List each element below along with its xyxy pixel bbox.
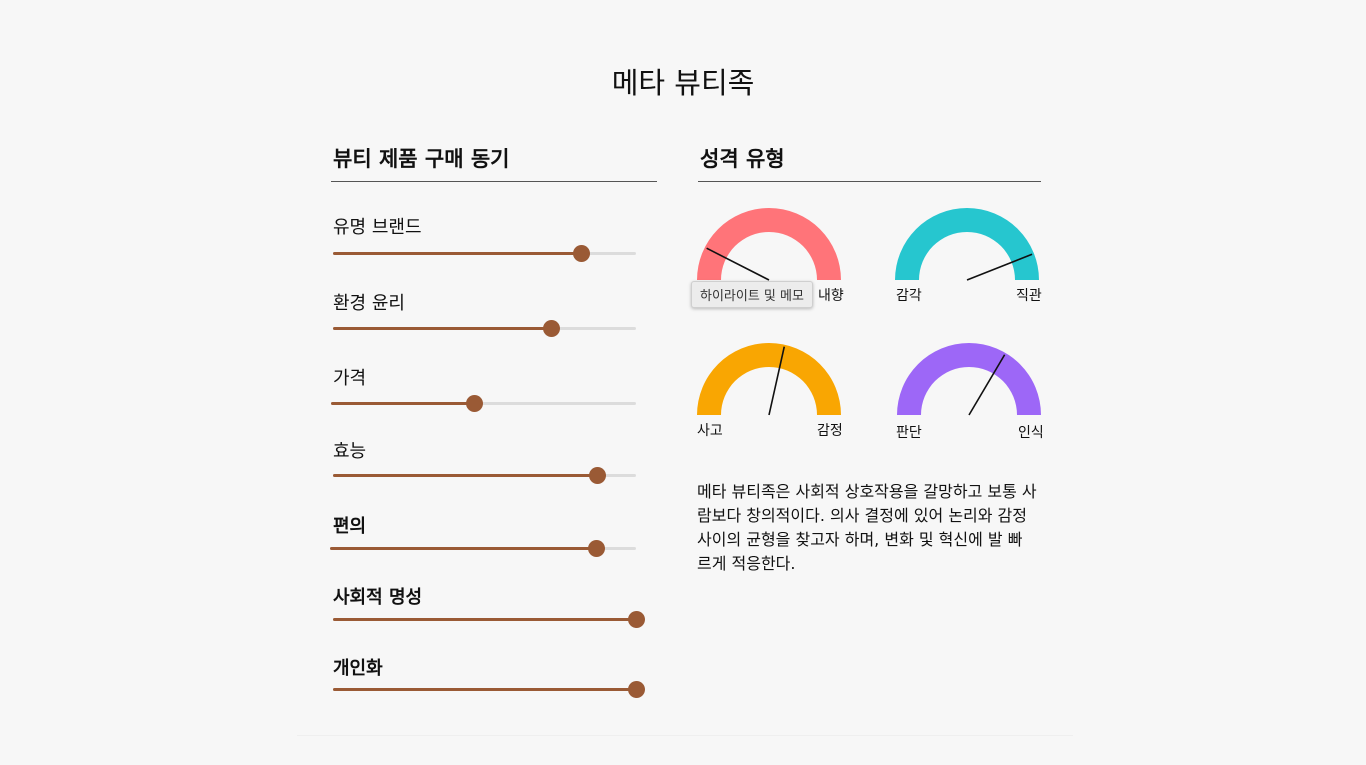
- gauge-introversion: [697, 208, 841, 281]
- gauge-arc: [697, 208, 841, 280]
- slider-fill: [333, 618, 636, 621]
- gauge-right-label: 인식: [1018, 425, 1044, 441]
- gauge-intuition: [895, 208, 1039, 281]
- gauge-needle: [966, 253, 1033, 281]
- motives-divider: [331, 181, 657, 182]
- slider-label: 환경 윤리: [333, 293, 405, 314]
- slider-personalization[interactable]: [333, 681, 645, 698]
- gauge-right-label: 직관: [1016, 288, 1042, 304]
- gauge-feeling: [697, 343, 841, 416]
- gauge-needle: [968, 354, 1006, 416]
- slider-thumb[interactable]: [543, 320, 561, 337]
- gauge-left-label: 판단: [896, 425, 922, 441]
- slider-environment[interactable]: [333, 320, 636, 337]
- personality-heading: 성격 유형: [700, 147, 785, 171]
- gauge-left-label: 감각: [896, 288, 922, 304]
- slider-thumb[interactable]: [573, 245, 591, 262]
- motives-heading: 뷰티 제품 구매 동기: [333, 147, 510, 171]
- gauge-perceiving: [897, 343, 1041, 416]
- footer-divider: [297, 735, 1073, 736]
- slider-thumb[interactable]: [628, 681, 645, 698]
- slider-fill: [333, 474, 597, 477]
- persona-description: 메타 뷰티족은 사회적 상호작용을 갈망하고 보통 사람보다 창의적이다. 의사…: [697, 482, 1037, 573]
- slider-fill: [330, 547, 597, 550]
- gauge-left-label: 사고: [697, 423, 723, 439]
- gauge-arc: [895, 208, 1039, 280]
- slider-fill: [331, 402, 475, 405]
- gauge-arc: [697, 343, 841, 415]
- slider-label: 효능: [333, 441, 367, 462]
- slider-label: 가격: [333, 368, 367, 389]
- page-title: 메타 뷰티족: [611, 66, 755, 100]
- slider-thumb[interactable]: [466, 395, 484, 412]
- slider-fill: [333, 327, 552, 330]
- slider-label: 편의: [333, 516, 367, 537]
- slider-efficacy[interactable]: [333, 467, 636, 484]
- slider-social-reputation[interactable]: [333, 611, 645, 628]
- gauge-arc: [897, 343, 1041, 415]
- slider-thumb[interactable]: [588, 467, 606, 484]
- gauge-right-label: 내향: [818, 288, 844, 304]
- slider-price[interactable]: [331, 395, 636, 412]
- gauge-needle: [768, 346, 786, 416]
- slider-fill: [333, 252, 582, 255]
- gauge-right-label: 감정: [817, 423, 843, 439]
- slider-fill: [333, 688, 636, 691]
- slider-brand[interactable]: [333, 245, 636, 262]
- personality-divider: [698, 181, 1041, 182]
- slider-thumb[interactable]: [628, 611, 645, 628]
- gauge-needle: [706, 247, 770, 281]
- slider-label: 개인화: [333, 658, 383, 679]
- slider-convenience[interactable]: [330, 540, 636, 557]
- slider-label: 유명 브랜드: [333, 217, 422, 238]
- highlight-memo-tooltip[interactable]: 하이라이트 및 메모: [691, 281, 813, 308]
- slider-label: 사회적 명성: [333, 587, 423, 608]
- slider-thumb[interactable]: [588, 540, 606, 557]
